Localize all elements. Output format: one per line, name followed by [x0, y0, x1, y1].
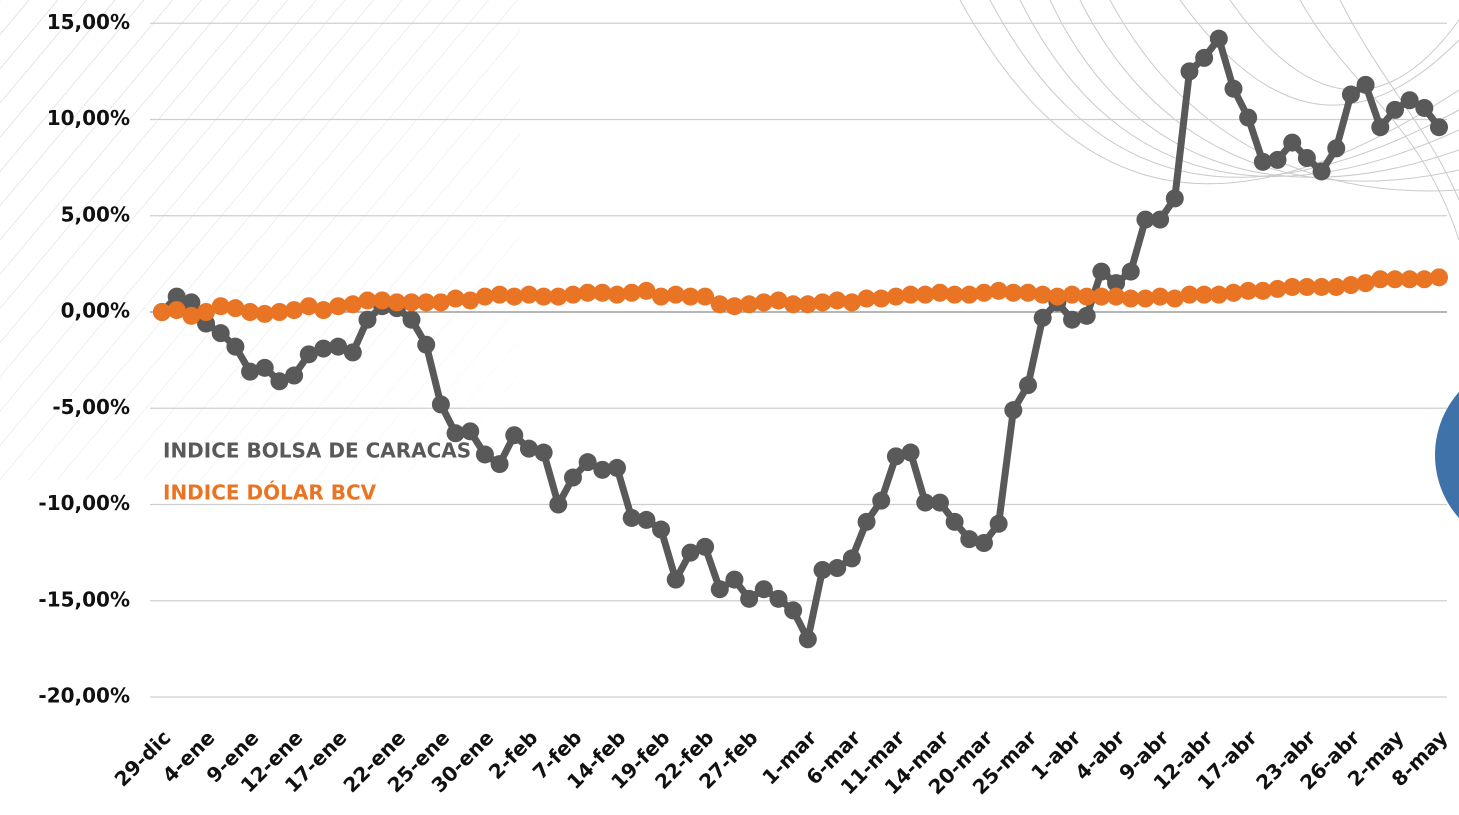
- data-point: [667, 571, 685, 589]
- data-point: [1430, 268, 1448, 286]
- data-point: [769, 590, 787, 608]
- data-point: [549, 496, 567, 514]
- background-decoration: [0, 0, 1459, 550]
- data-point: [902, 444, 920, 462]
- data-point: [652, 521, 670, 539]
- data-point: [1151, 211, 1169, 229]
- data-point: [1283, 134, 1301, 152]
- data-point: [828, 559, 846, 577]
- data-point: [476, 445, 494, 463]
- data-point: [1122, 263, 1140, 281]
- data-point: [872, 492, 890, 510]
- data-point: [1034, 309, 1052, 327]
- data-point: [417, 336, 435, 354]
- x-tick-label: 4-abr: [1070, 725, 1129, 784]
- data-point: [1166, 189, 1184, 207]
- data-point: [990, 515, 1008, 533]
- y-tick-label: -20,00%: [38, 684, 130, 708]
- data-point: [1327, 139, 1345, 157]
- data-point: [755, 580, 773, 598]
- data-point: [1342, 85, 1360, 103]
- data-point: [564, 469, 582, 487]
- data-point: [1313, 162, 1331, 180]
- data-point: [358, 311, 376, 329]
- data-point: [1371, 118, 1389, 136]
- data-point: [1019, 376, 1037, 394]
- data-point: [1386, 101, 1404, 119]
- data-point: [1269, 151, 1287, 169]
- data-point: [637, 511, 655, 529]
- data-point: [1078, 307, 1096, 325]
- y-tick-label: -5,00%: [52, 395, 130, 419]
- y-tick-label: 15,00%: [47, 10, 130, 34]
- data-point: [432, 395, 450, 413]
- legend-entry: INDICE DÓLAR BCV: [163, 481, 377, 505]
- x-tick-label: 29-dic: [110, 725, 176, 791]
- data-point: [212, 324, 230, 342]
- y-tick-label: 5,00%: [61, 202, 130, 226]
- data-point: [1195, 49, 1213, 67]
- data-point: [491, 455, 509, 473]
- data-point: [975, 534, 993, 552]
- data-point: [608, 459, 626, 477]
- data-point: [858, 513, 876, 531]
- data-point: [403, 311, 421, 329]
- data-point: [1180, 62, 1198, 80]
- y-tick-label: -15,00%: [38, 587, 130, 611]
- data-point: [1004, 401, 1022, 419]
- data-point: [740, 590, 758, 608]
- data-point: [1092, 263, 1110, 281]
- data-point: [1430, 118, 1448, 136]
- data-point: [1298, 149, 1316, 167]
- data-point: [931, 494, 949, 512]
- data-point: [226, 338, 244, 356]
- legend-entry: INDICE BOLSA DE CARACAS: [163, 439, 471, 463]
- data-point: [784, 601, 802, 619]
- data-point: [1210, 30, 1228, 48]
- data-point: [344, 343, 362, 361]
- data-point: [285, 367, 303, 385]
- data-point: [1357, 76, 1375, 94]
- chart: INDICE BOLSA DE CARACAS INDICE DÓLAR BCV…: [0, 0, 1459, 815]
- data-point: [696, 538, 714, 556]
- data-point: [505, 426, 523, 444]
- data-point: [256, 359, 274, 377]
- y-tick-label: 10,00%: [47, 106, 130, 130]
- data-point: [799, 630, 817, 648]
- data-point: [1225, 80, 1243, 98]
- data-point: [711, 580, 729, 598]
- data-point: [843, 549, 861, 567]
- data-point: [1239, 109, 1257, 127]
- data-point: [1415, 99, 1433, 117]
- data-point: [946, 513, 964, 531]
- x-tick-label: 2-feb: [484, 725, 543, 784]
- y-tick-label: -10,00%: [38, 491, 130, 515]
- x-tick-label: 1-abr: [1026, 725, 1085, 784]
- data-point: [535, 444, 553, 462]
- data-point: [725, 571, 743, 589]
- y-tick-label: 0,00%: [61, 299, 130, 323]
